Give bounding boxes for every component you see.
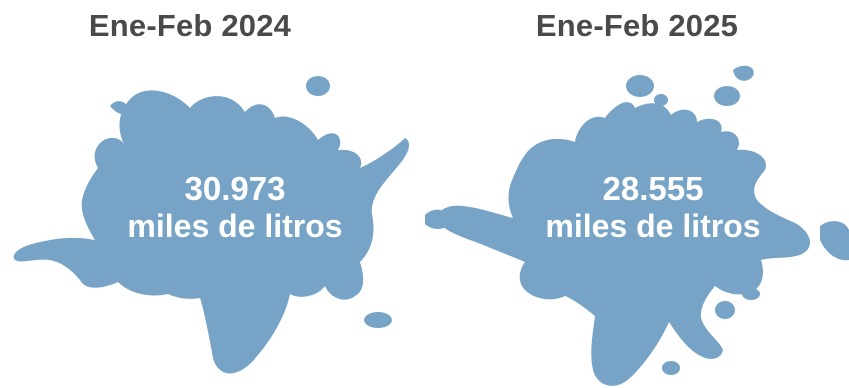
value-2024: 30.973	[184, 170, 286, 207]
water-splash-2025	[425, 65, 849, 386]
unit-2025: miles de litros	[545, 207, 761, 244]
panel-2025: Ene-Feb 2025 28.555 miles de litros	[425, 0, 849, 388]
panel-2024: Ene-Feb 2024 30.973 miles de litros	[13, 8, 410, 374]
value-2025: 28.555	[602, 170, 704, 207]
unit-2024: miles de litros	[127, 207, 343, 244]
water-splash-2024	[13, 76, 410, 374]
value-block-2025: 28.555 miles de litros	[523, 170, 783, 245]
period-title-2024: Ene-Feb 2024	[88, 8, 292, 43]
period-title-2025: Ene-Feb 2025	[535, 8, 739, 43]
value-block-2024: 30.973 miles de litros	[105, 170, 365, 245]
